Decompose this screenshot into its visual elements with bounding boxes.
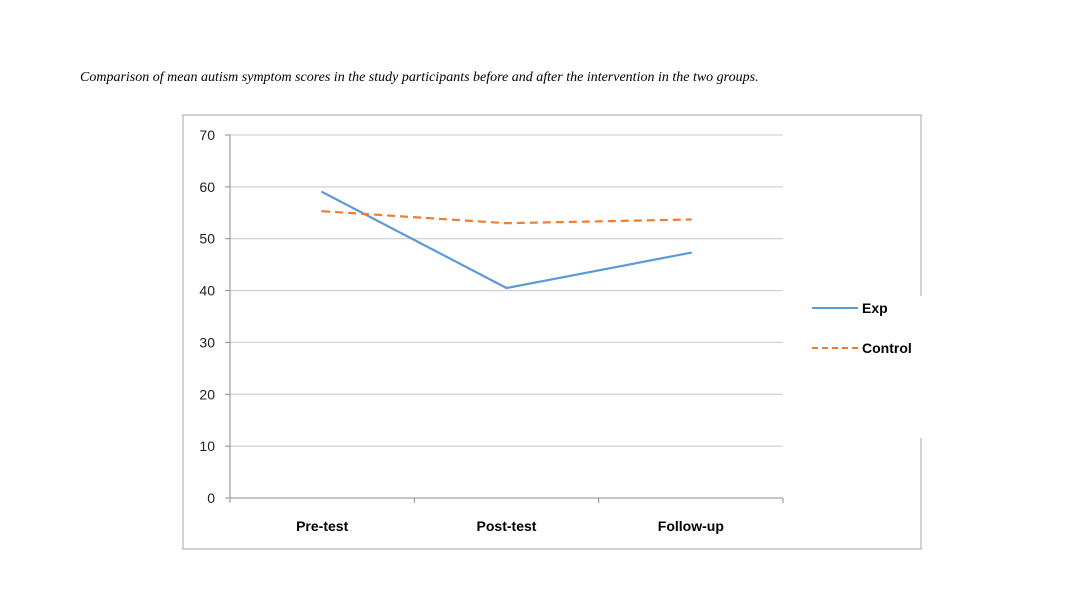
figure-caption: Comparison of mean autism symptom scores… <box>80 70 759 85</box>
data-point-control <box>321 210 324 213</box>
y-tick-label: 60 <box>199 179 215 195</box>
x-category-label: Follow-up <box>658 518 724 534</box>
y-tick-label: 0 <box>207 490 215 506</box>
data-point-exp <box>505 286 508 290</box>
y-tick-label: 40 <box>199 283 215 299</box>
y-tick-label: 10 <box>199 438 215 454</box>
legend-swatch-exp <box>812 307 858 309</box>
legend-swatch-control <box>812 347 858 349</box>
data-point-control <box>689 218 692 221</box>
data-point-exp <box>689 251 692 254</box>
legend-label-exp: Exp <box>862 300 888 316</box>
x-category-label: Pre-test <box>296 518 348 534</box>
x-category-label: Post-test <box>477 518 537 534</box>
axes <box>225 134 784 503</box>
y-tick-label: 30 <box>199 334 215 350</box>
y-tick-label: 20 <box>199 386 215 402</box>
legend: Exp Control <box>806 296 938 438</box>
y-tick-label: 50 <box>199 231 215 247</box>
y-tick-labels: 0 10 20 30 40 50 60 70 <box>199 127 215 506</box>
data-point-control <box>505 222 508 225</box>
data-point-exp <box>321 190 324 194</box>
x-category-labels: Pre-test Post-test Follow-up <box>296 518 724 534</box>
legend-item-control: Control <box>812 338 912 358</box>
legend-label-control: Control <box>862 340 912 356</box>
series-lines <box>321 190 692 290</box>
gridlines <box>230 134 783 447</box>
y-tick-label: 70 <box>199 127 215 143</box>
legend-item-exp: Exp <box>812 298 888 318</box>
